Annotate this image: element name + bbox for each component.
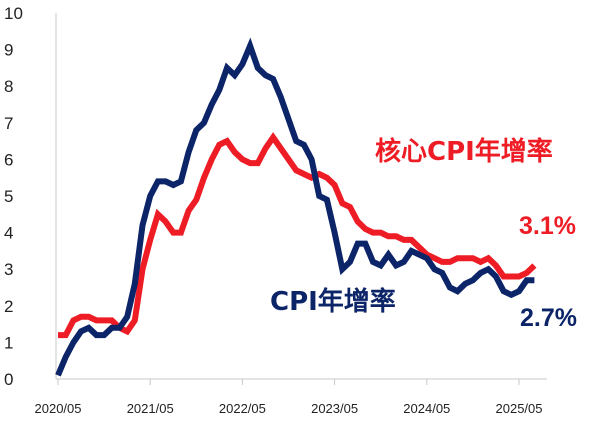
series-line-core-cpi [58, 132, 537, 339]
series-end-value-label: 2.7% [520, 304, 577, 332]
x-tick-label: 2024/05 [403, 401, 450, 416]
y-tick-label: 0 [4, 370, 13, 389]
tick-labels: 0 1 2 3 4 5 6 7 8 9 10 2020/05 2021/05 2022/05 2023/05… [4, 4, 543, 416]
y-tick-label: 10 [4, 4, 23, 23]
series-name-label: 核心CPI年增率 [375, 136, 553, 167]
x-tick-label: 2022/05 [219, 401, 266, 416]
y-tick-label: 6 [4, 150, 13, 169]
series-end-value-label: 3.1% [519, 212, 576, 240]
x-tick-label: 2021/05 [127, 401, 174, 416]
y-tick-label: 7 [4, 114, 13, 133]
y-tick-label: 2 [4, 297, 13, 316]
x-tick-label: 2023/05 [311, 401, 358, 416]
series-labels: 核心CPI年增率 3.1% CPI年增率 2.7% [270, 136, 577, 332]
y-tick-label: 8 [4, 77, 13, 96]
axes [55, 13, 547, 385]
y-tick-label: 9 [4, 41, 13, 60]
x-tick-label: 2025/05 [496, 401, 543, 416]
y-tick-label: 5 [4, 187, 13, 206]
y-tick-label: 1 [4, 333, 13, 352]
y-tick-label: 3 [4, 260, 13, 279]
x-tick-label: 2020/05 [35, 401, 82, 416]
y-tick-label: 4 [4, 224, 13, 243]
series-lines [55, 37, 537, 377]
series-name-label: CPI年增率 [270, 286, 396, 317]
series-line-cpi [55, 37, 535, 377]
